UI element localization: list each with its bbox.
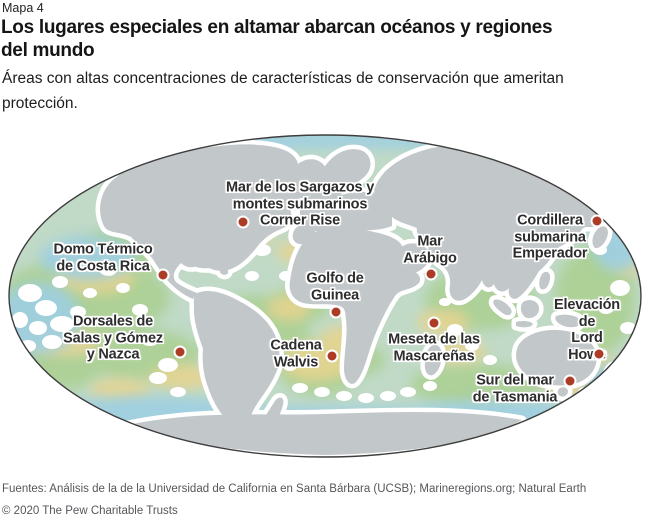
map-dot-meseta-mascarenas (427, 316, 441, 330)
globe-outline (8, 134, 642, 458)
map-dot-dorsales-salas-gomez-nazca (173, 345, 187, 359)
map-label-elevacion-lord-howe: Elevación de Lord Howe (554, 297, 620, 363)
map-dot-sur-mar-tasmania (563, 374, 577, 388)
map-label-cadena-walvis: Cadena Walvis (270, 337, 322, 371)
map-number: Mapa 4 (2, 1, 44, 15)
map-dot-cadena-walvis (325, 349, 339, 363)
map-label-domo-termico-costa-rica: Domo Térmico de Costa Rica (53, 241, 153, 275)
map-label-meseta-mascarenas: Meseta de las Mascareñas (388, 331, 480, 365)
map-label-mar-arabigo: Mar Arábigo (403, 233, 457, 267)
footer: Fuentes: Análisis de la de la Universida… (2, 479, 586, 517)
map-dot-golfo-de-guinea (329, 305, 343, 319)
map-label-cordillera-emperador: Cordillera submarina Emperador (512, 212, 588, 262)
map-dot-sargazos-corner-rise (236, 215, 250, 229)
copyright-line: © 2020 The Pew Charitable Trusts (2, 504, 178, 517)
page-title: Los lugares especiales en altamar abarca… (1, 17, 553, 61)
page-subtitle: Áreas con altas concentraciones de carac… (2, 70, 564, 112)
map-dot-cordillera-emperador (590, 214, 604, 228)
map-dot-domo-termico-costa-rica (156, 268, 170, 282)
world-map: Mar de los Sargazos y montes submarinos … (0, 130, 650, 465)
map-label-sargazos-corner-rise: Mar de los Sargazos y montes submarinos … (225, 179, 375, 229)
map-dot-elevacion-lord-howe (592, 347, 606, 361)
map-label-golfo-de-guinea: Golfo de Guinea (306, 270, 364, 304)
map-label-dorsales-salas-gomez-nazca: Dorsales de Salas y Gómez y Nazca (63, 313, 163, 363)
sources-line: Fuentes: Análisis de la de la Universida… (2, 483, 587, 495)
map-markers: Mar de los Sargazos y montes submarinos … (0, 130, 650, 465)
map-label-sur-mar-tasmania: Sur del mar de Tasmania (472, 372, 558, 406)
map-dot-mar-arabigo (424, 267, 438, 281)
world-map-svg (8, 134, 642, 458)
